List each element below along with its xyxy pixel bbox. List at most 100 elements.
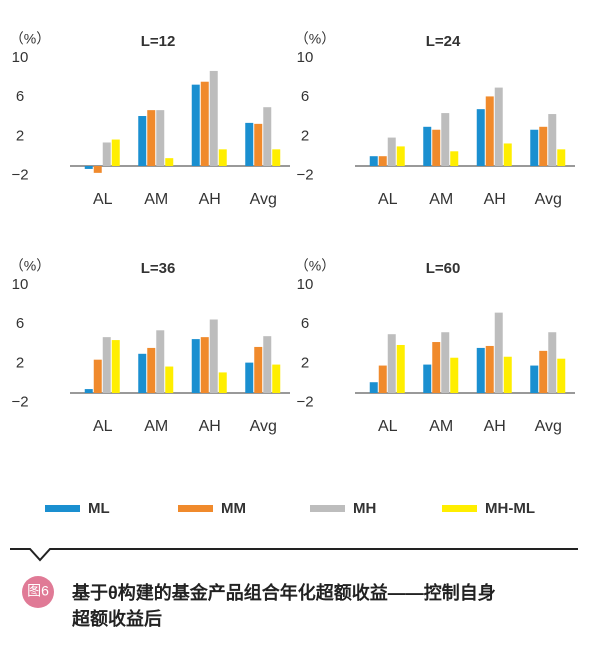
legend-swatch [178,505,213,512]
bar [200,337,209,393]
x-tick-label: AH [484,418,506,435]
bar [102,337,111,393]
bar [539,126,548,166]
x-tick-label: AM [429,191,453,208]
bar [156,330,165,393]
y-tick-label: 2 [16,354,24,371]
bar [548,332,557,393]
chart-title: L=24 [426,33,461,50]
bar [165,158,174,166]
bar [200,81,209,166]
bar [557,149,566,166]
bar [254,123,263,166]
bar [494,312,503,393]
bar [111,139,120,166]
x-tick-label: AH [199,191,221,208]
bar [539,350,548,393]
bar [530,365,539,393]
bar [218,149,227,166]
bar [450,357,459,393]
legend-swatch [45,505,80,512]
bar [423,364,432,393]
y-label: （%） [295,31,335,47]
bar [494,87,503,166]
caption-badge [22,576,54,608]
y-tick-label: 10 [12,276,29,293]
x-tick-label: Avg [250,418,277,435]
y-tick-label: −2 [296,167,313,184]
bar [218,372,227,393]
bar [485,96,494,166]
x-tick-label: AL [93,191,113,208]
bar [272,149,281,166]
bar [263,336,272,393]
x-tick-label: Avg [535,191,562,208]
bar [191,84,200,166]
bar [138,353,147,393]
y-tick-label: −2 [11,394,28,411]
legend-label: MH-ML [485,500,535,517]
bar [423,126,432,166]
bar [147,110,156,166]
x-tick-label: AH [199,418,221,435]
bar [378,365,387,393]
caption-badge-text: 图6 [27,583,49,599]
y-tick-label: 10 [297,49,314,66]
bar [209,70,218,166]
bar [254,346,263,393]
caption-line: 超额收益后 [72,608,162,629]
bar [548,114,557,166]
y-tick-label: −2 [11,167,28,184]
y-tick-label: 2 [301,127,309,144]
bar [530,129,539,166]
bar [84,166,93,169]
y-tick-label: 10 [12,49,29,66]
bar [387,137,396,166]
x-tick-label: AL [93,418,113,435]
bar [396,146,405,166]
x-tick-label: Avg [535,418,562,435]
y-tick-label: −2 [296,394,313,411]
x-tick-label: AL [378,191,398,208]
bar [209,319,218,393]
caption-line: 基于θ构建的基金产品组合年化超额收益——控制自身 [71,582,496,603]
y-label: （%） [295,258,335,274]
caption-rule [10,548,578,562]
bar [245,122,254,166]
y-label: （%） [10,258,50,274]
bar [396,344,405,393]
y-label: （%） [10,31,50,47]
y-tick-label: 6 [301,315,309,332]
y-tick-label: 2 [16,127,24,144]
bar [432,129,441,166]
bar [93,166,102,173]
bar [272,364,281,393]
y-tick-label: 6 [16,88,24,105]
bar [165,366,174,393]
bar [503,356,512,393]
bar [369,382,378,393]
y-tick-label: 10 [297,276,314,293]
bar [450,151,459,166]
bar [503,143,512,166]
bar [84,389,93,393]
legend-label: MH [353,500,376,517]
x-tick-label: Avg [250,191,277,208]
bar [432,342,441,393]
chart-title: L=36 [141,260,176,277]
bar [191,339,200,393]
bar [476,347,485,393]
x-tick-label: AL [378,418,398,435]
chart-title: L=60 [426,260,461,277]
bar [147,347,156,393]
bar [557,358,566,393]
bar [387,334,396,393]
bar [441,332,450,393]
chart-title: L=12 [141,33,176,50]
bar [102,142,111,166]
bar [485,345,494,393]
bar [378,156,387,166]
x-tick-label: AM [429,418,453,435]
y-tick-label: 2 [301,354,309,371]
